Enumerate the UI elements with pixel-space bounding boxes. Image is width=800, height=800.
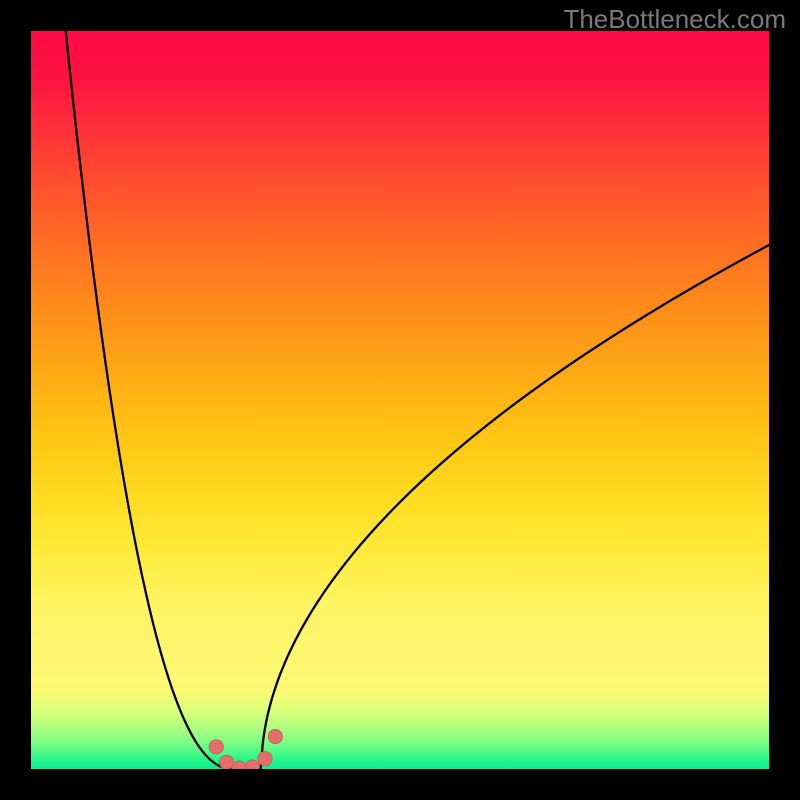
gradient-background bbox=[31, 31, 769, 769]
plot-svg bbox=[31, 31, 769, 769]
plot-area bbox=[31, 31, 769, 769]
trough-marker bbox=[268, 729, 282, 743]
watermark-text: TheBottleneck.com bbox=[563, 4, 786, 35]
trough-marker bbox=[219, 755, 233, 769]
trough-marker bbox=[209, 740, 223, 754]
trough-marker bbox=[258, 751, 272, 765]
